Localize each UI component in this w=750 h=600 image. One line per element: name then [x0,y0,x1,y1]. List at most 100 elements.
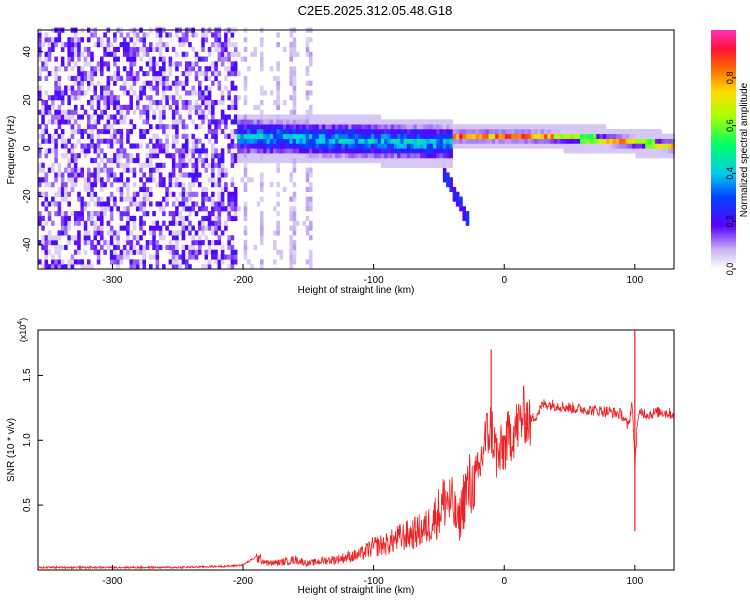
spectrogram-cell [289,240,293,246]
spectrogram-cell [260,56,264,62]
spectrogram-cell [126,206,130,212]
spectrogram-cell [266,138,271,144]
spectrogram-cell [305,206,310,212]
spectrogram-cell [563,124,568,130]
spectrogram-cell [113,244,117,250]
spectrogram-cell [289,206,293,212]
spectrogram-cell [511,143,515,149]
spectrogram-cell [449,143,453,149]
spectrogram-cell [129,37,133,43]
spectrogram-cell [188,230,192,236]
spectrogram-cell [90,264,94,270]
spectrogram-cell [86,235,91,241]
spectrogram-cell [168,211,173,217]
spectrogram-cell [230,254,235,260]
spectrogram-cell [550,143,555,149]
spectrogram-cell [371,157,375,164]
spectrogram-cell [325,114,329,120]
spectrogram-cell [165,85,169,91]
spectrogram-cell [540,133,545,139]
spectrogram-cell [47,240,52,246]
spectrogram-cell [119,42,124,48]
spectrogram-cell [305,109,310,115]
spectrogram-cell [122,119,127,125]
spectrogram-cell [570,128,574,135]
spectrogram-cell [230,215,235,222]
spectrogram-cell [400,153,404,159]
spectrogram-cell [47,235,52,241]
spectrogram-cell [207,75,212,81]
spectrogram-cell [449,128,453,135]
spectrogram-cell [194,157,199,164]
spectrogram-cell [109,114,114,120]
spectrogram-cell [184,138,189,144]
spectrogram-cell [312,124,316,130]
spectrogram-cell [426,124,431,130]
spectrogram-cell [158,42,163,48]
spectrogram-cell [413,138,418,144]
spectrogram-cell [658,143,662,149]
spectrogram-cell [233,186,238,193]
spectrogram-cell [295,143,300,149]
spectrogram-cell [230,138,235,144]
spectrogram-cell [41,240,45,246]
spectrogram-cell [260,157,264,164]
spectrogram-cell [224,42,228,48]
spectrogram-cell [292,249,297,255]
spectrogram-cell [289,259,293,265]
spectrogram-cell [122,254,127,260]
spectrogram-cell [60,196,65,202]
spectrogram-cell [628,143,633,149]
spectrogram-cell [168,249,173,255]
spectrogram-cell [266,128,271,135]
spectrogram-cell [276,191,280,197]
spectrogram-cell [377,138,382,144]
spectrogram-cell [214,230,218,236]
spectrogram-cell [240,138,244,144]
spectrogram-cell [305,51,310,57]
spectrogram-cell [207,249,212,255]
spectrogram-cell [625,133,630,139]
spectrogram-cell [119,85,124,91]
spectrogram-cell [302,114,307,120]
spectrogram-cell [47,95,52,101]
spectrogram-cell [142,32,147,38]
spectrogram-cell [289,66,293,72]
spectrogram-cell [103,32,107,38]
spectrogram-cell [191,119,196,125]
spectrogram-cell [139,109,143,115]
spectrogram-cell [194,104,199,110]
spectrogram-cell [263,128,267,135]
spectrogram-cell [230,153,235,159]
spectrogram-cell [377,148,382,154]
spectrogram-cell [155,220,160,226]
spectrogram-cell [149,254,153,260]
spectrogram-cell [586,124,591,130]
spectrogram-cell [446,143,450,149]
spectrogram-cell [113,104,117,110]
spectrogram-cell [175,148,179,154]
spectrogram-cell [308,51,313,57]
spectrogram-cell [217,80,222,86]
spectrogram-cell [227,196,231,202]
spectrogram-cell [250,153,254,159]
spectrogram-cell [129,56,133,62]
spectrogram-cell [204,264,209,270]
spectrogram-cell [96,172,101,178]
spectrogram-cell [100,114,104,120]
spectrogram-cell [377,124,382,130]
spectrogram-cell [609,133,613,139]
spectrogram-cell [224,220,228,226]
spectrogram-cell [44,75,49,81]
spectrogram-cell [178,172,182,178]
colorbar-label: Normalized spectral amplitude [739,82,750,217]
spectrogram-cell [227,211,231,217]
spectrogram-cell [292,75,297,81]
spectrogram-cell [132,225,137,231]
spectrogram-cell [51,133,55,139]
spectrogram-cell [54,249,58,255]
spectrogram-cell [269,124,274,130]
spectrogram-cell [64,109,68,115]
spectrogram-cell [511,138,515,144]
spectrogram-cell [318,143,323,149]
